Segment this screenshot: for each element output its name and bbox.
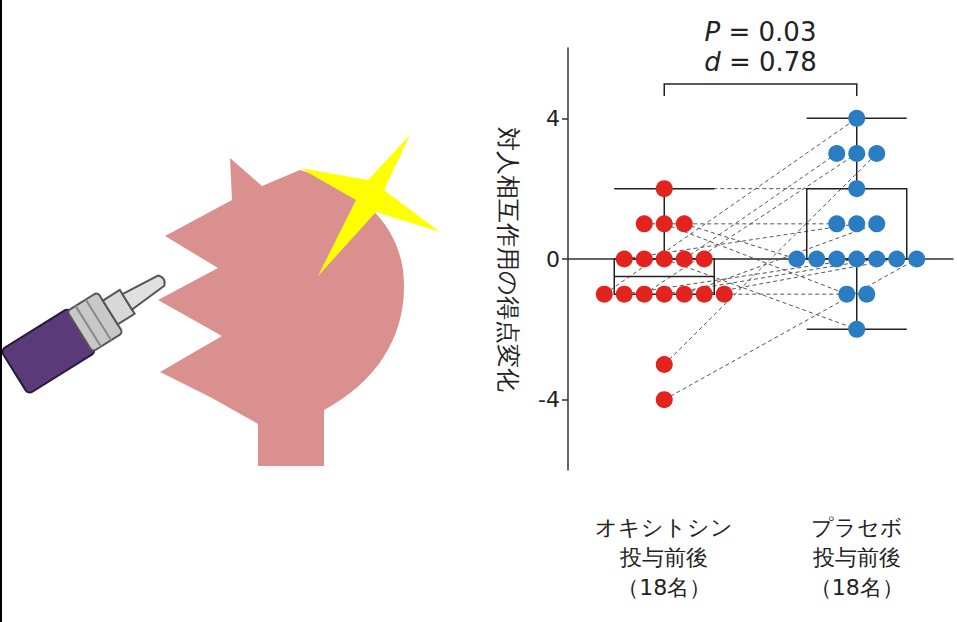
svg-text:投与前後: 投与前後 bbox=[812, 545, 901, 570]
svg-text:投与前後: 投与前後 bbox=[619, 545, 708, 570]
svg-text:対人相互作用の得点変化: 対人相互作用の得点変化 bbox=[494, 127, 522, 392]
svg-text:オキシトシン: オキシトシン bbox=[595, 515, 733, 540]
svg-text:d: d bbox=[704, 47, 721, 77]
svg-text:-4: -4 bbox=[538, 387, 560, 412]
svg-text:= 0.78: = 0.78 bbox=[721, 47, 817, 77]
svg-text:プラセボ: プラセボ bbox=[811, 515, 903, 540]
svg-text:4: 4 bbox=[546, 106, 560, 131]
svg-text:0: 0 bbox=[546, 247, 560, 272]
svg-text:P: P bbox=[705, 17, 721, 47]
svg-text:（18名）: （18名） bbox=[810, 575, 904, 600]
svg-text:（18名）: （18名） bbox=[617, 575, 711, 600]
svg-text:= 0.03: = 0.03 bbox=[720, 17, 816, 47]
